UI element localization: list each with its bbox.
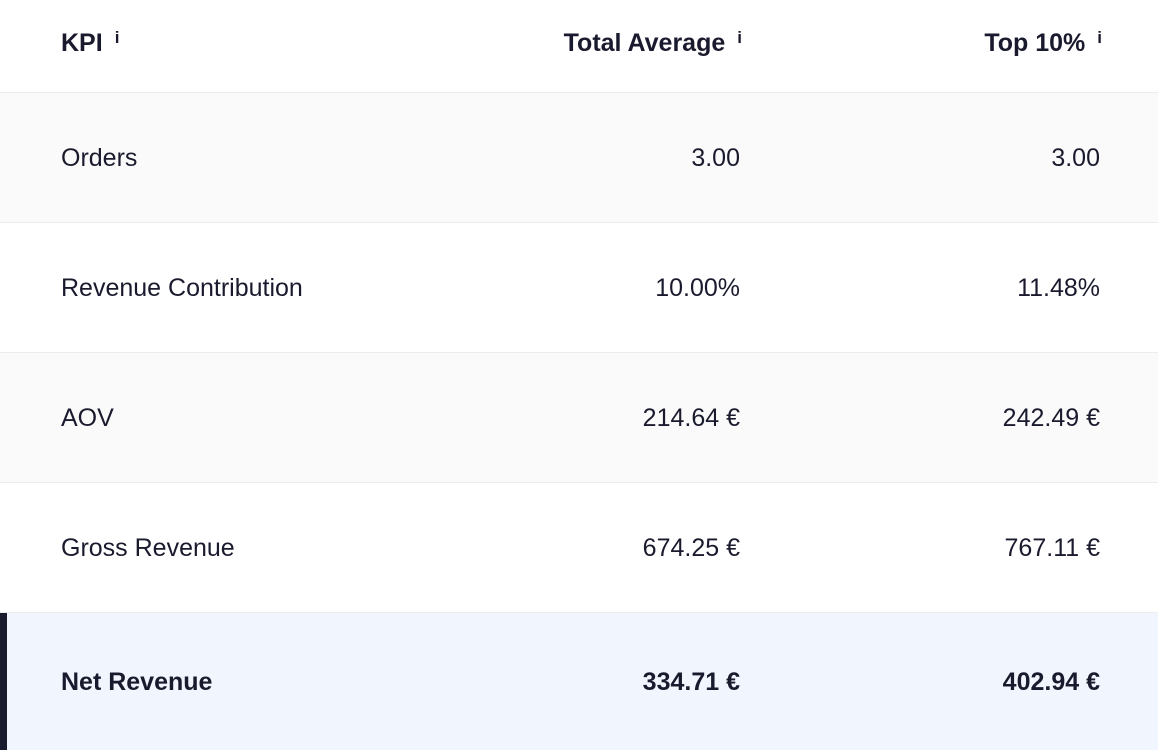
table-row: Orders 3.00 3.00 <box>0 93 1158 223</box>
total-average-value: 674.25 € <box>642 533 740 562</box>
header-top-10: Top 10% i <box>984 28 1102 58</box>
info-icon[interactable]: i <box>114 28 120 47</box>
top-10-value: 3.00 <box>1051 143 1100 172</box>
kpi-name: AOV <box>61 403 114 432</box>
header-total-average: Total Average i <box>564 28 742 58</box>
header-top-10-label: Top 10% <box>984 29 1086 57</box>
kpi-name: Gross Revenue <box>61 533 235 562</box>
header-total-average-label: Total Average <box>563 29 726 57</box>
table-row: Gross Revenue 674.25 € 767.11 € <box>0 483 1158 613</box>
header-kpi: KPI i <box>61 28 119 58</box>
top-10-value: 11.48% <box>1017 273 1100 302</box>
table-header-row: KPI i Total Average i Top 10% i <box>0 0 1158 93</box>
kpi-name: Orders <box>61 143 138 172</box>
highlight-accent-bar <box>0 613 7 750</box>
table-row: AOV 214.64 € 242.49 € <box>0 353 1158 483</box>
total-average-value: 214.64 € <box>642 403 740 432</box>
top-10-value: 402.94 € <box>1002 667 1100 696</box>
total-average-value: 334.71 € <box>642 667 740 696</box>
top-10-value: 767.11 € <box>1004 533 1100 562</box>
top-10-value: 242.49 € <box>1002 403 1100 432</box>
total-average-value: 10.00% <box>655 273 740 302</box>
info-icon[interactable]: i <box>737 28 742 47</box>
header-kpi-label: KPI <box>61 29 103 57</box>
table-row-highlighted: Net Revenue 334.71 € 402.94 € <box>0 613 1158 750</box>
kpi-name: Net Revenue <box>61 667 213 696</box>
table-row: Revenue Contribution 10.00% 11.48% <box>0 223 1158 353</box>
info-icon[interactable]: i <box>1097 28 1102 47</box>
kpi-name: Revenue Contribution <box>61 273 303 302</box>
total-average-value: 3.00 <box>691 143 740 172</box>
